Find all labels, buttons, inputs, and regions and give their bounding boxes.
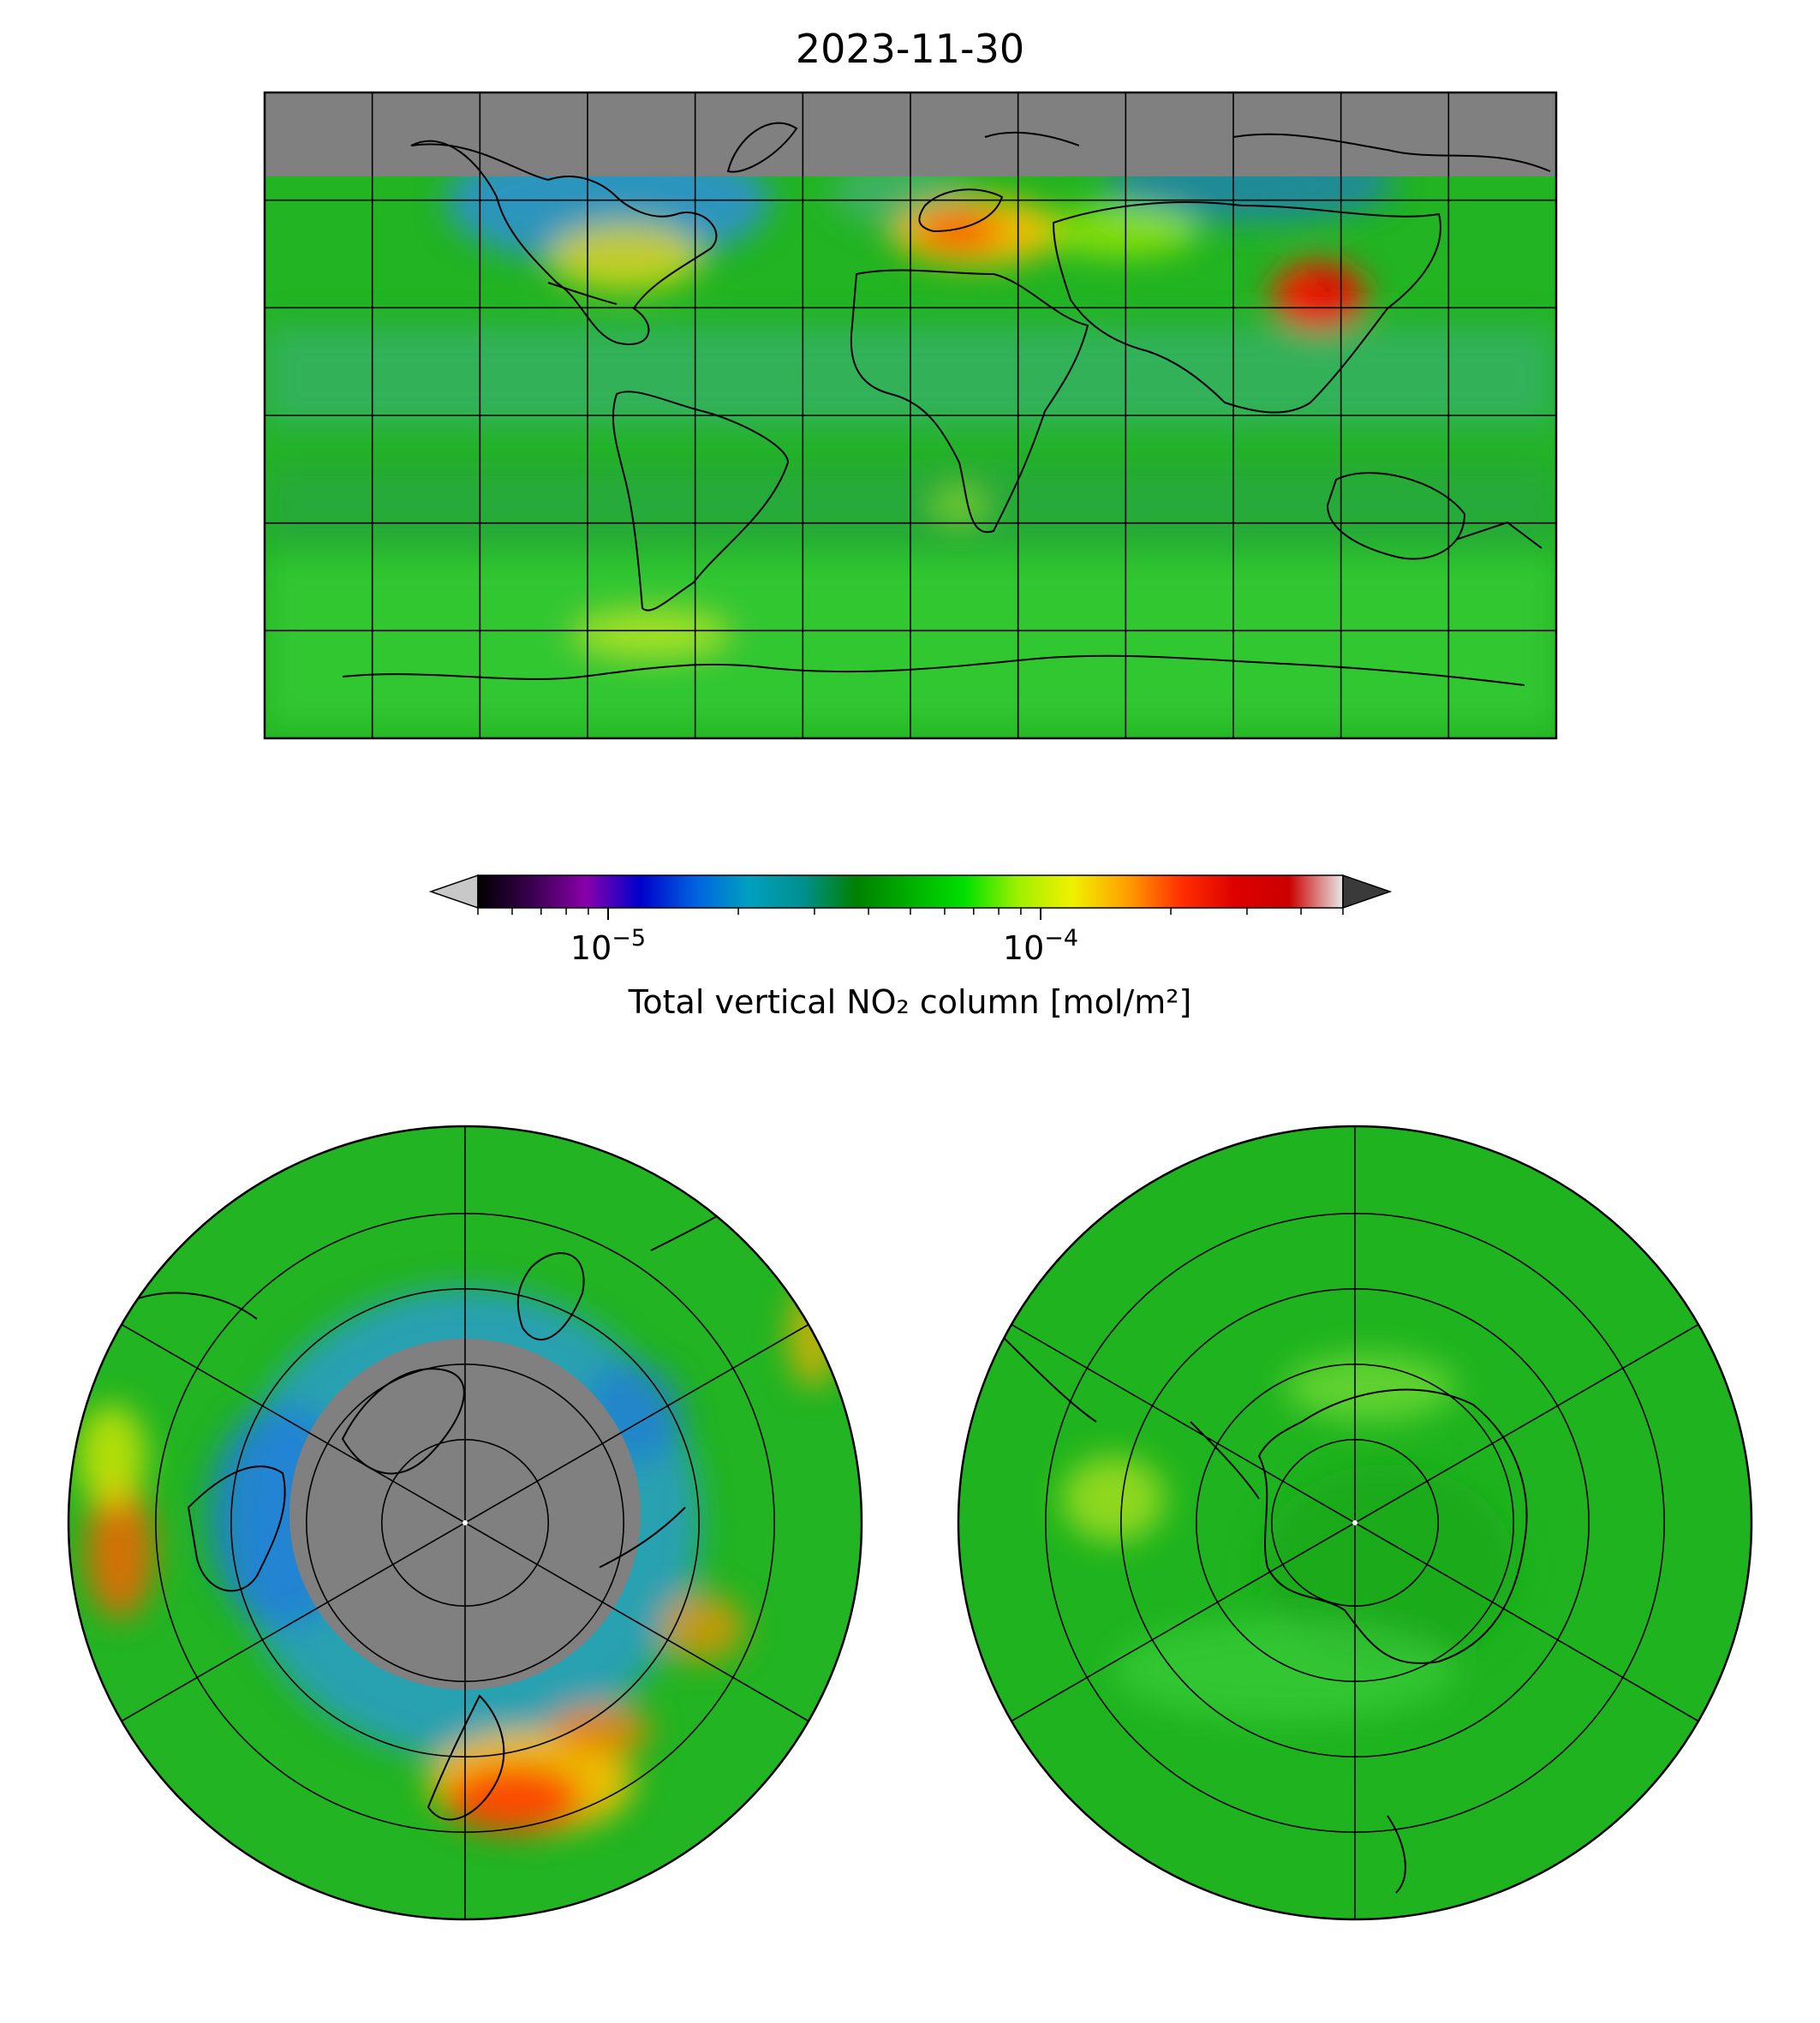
- north-polar-map-gridlines: [121, 1126, 809, 1919]
- colorbar-tick-labels: 10−5 10−4: [570, 925, 1078, 967]
- south-polar-map-gridlines: [1011, 1126, 1699, 1919]
- colorbar: 10−5 10−4: [428, 874, 1393, 967]
- meridian-spoke: [464, 1323, 809, 1524]
- colorbar-outline: [477, 874, 1344, 909]
- south-polar-map-no2-field: [1062, 1353, 1516, 1722]
- south-polar-map: [957, 1125, 1753, 1921]
- global-map-gridlines: [265, 92, 1556, 738]
- pole-marker: [1352, 1520, 1358, 1525]
- colorbar-over-extension: [1342, 874, 1393, 910]
- south-polar-map-frame: [957, 1125, 1753, 1921]
- meridian-spoke: [1354, 1323, 1699, 1524]
- north-polar-map: [67, 1125, 863, 1921]
- meridian-spoke: [1354, 1522, 1699, 1722]
- figure-title: 2023-11-30: [795, 26, 1025, 72]
- south-polar-map-coastlines: [1001, 1335, 1528, 1894]
- colorbar-tick-label: 10−4: [1003, 925, 1078, 967]
- meridian-spoke: [121, 1522, 466, 1722]
- meridian-spoke: [121, 1323, 466, 1524]
- colorbar-under-extension: [428, 874, 479, 910]
- colorbar-tick-label: 10−5: [570, 925, 646, 967]
- global-map: [263, 91, 1558, 740]
- colorbar-gradient: [478, 875, 1343, 908]
- meridian-spoke: [1011, 1522, 1356, 1722]
- pole-marker: [462, 1520, 468, 1525]
- meridian-spoke: [1011, 1323, 1356, 1524]
- north-polar-map-frame: [67, 1125, 863, 1921]
- colorbar-ticks: [477, 908, 1344, 920]
- colorbar-label: Total vertical NO₂ column [mol/m²]: [628, 983, 1192, 1021]
- global-map-frame: [263, 91, 1558, 740]
- meridian-spoke: [464, 1522, 809, 1722]
